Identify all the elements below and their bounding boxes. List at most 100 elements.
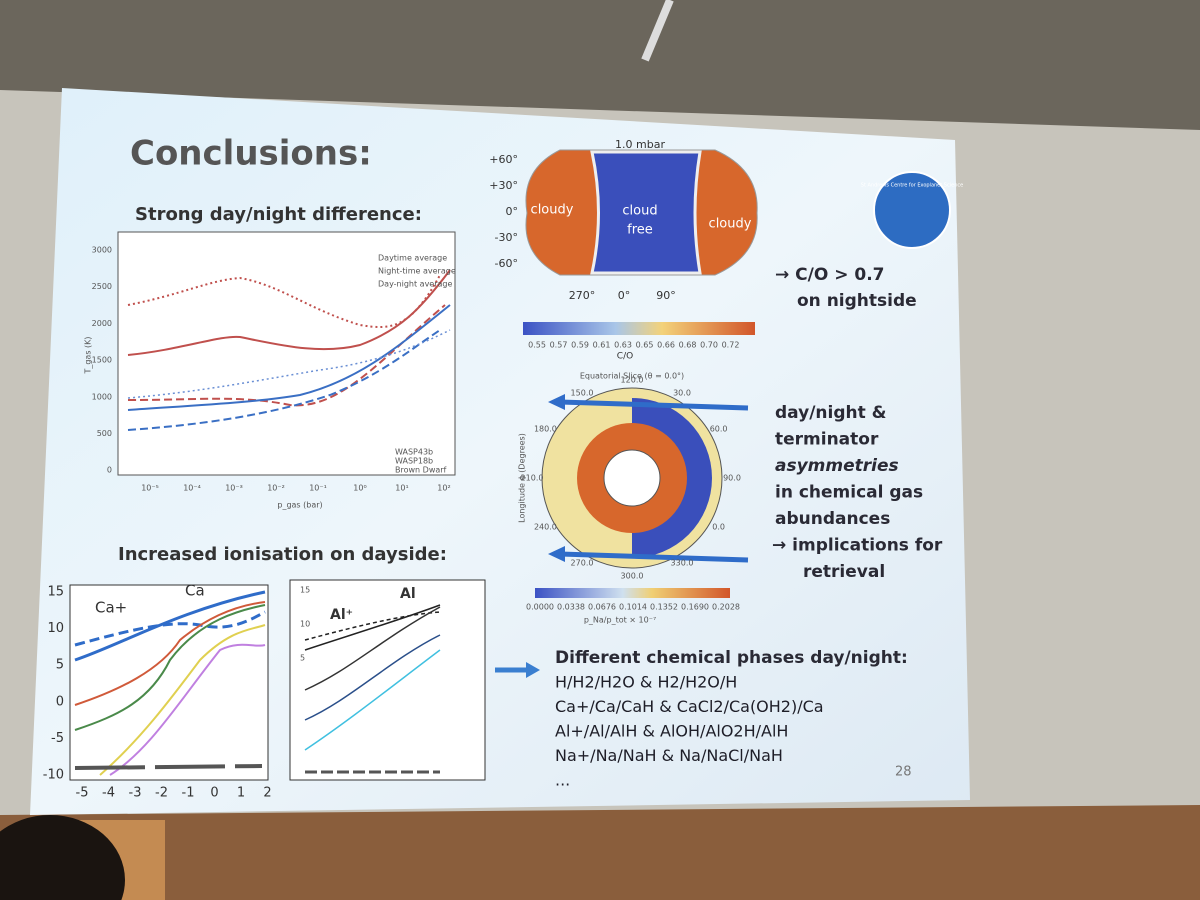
angle-label: 150.0 — [571, 389, 594, 398]
colorbar-tick: 0.65 — [636, 341, 654, 350]
colorbar-tick: 0.1352 — [650, 603, 678, 612]
curve — [304, 604, 441, 651]
y-tick-label: 10 — [300, 620, 310, 629]
angle-label: 330.0 — [671, 558, 694, 567]
x-tick-label: -1 — [182, 786, 195, 801]
note: on nightside — [797, 291, 917, 311]
lon-label: 0° — [618, 289, 631, 302]
y-tick-label: 2000 — [92, 319, 112, 328]
angle-label: 90.0 — [723, 474, 741, 483]
colorbar-tick: 0.63 — [614, 341, 632, 350]
plot-frame — [69, 584, 269, 781]
legend-entry: WASP18b — [395, 457, 433, 466]
wall-panel — [0, 805, 1200, 900]
lat-label: 0° — [506, 205, 519, 218]
legend-entry: Night-time average — [378, 267, 456, 276]
legend-entry: Day-night average — [378, 280, 452, 289]
phases-heading: Different chemical phases day/night: — [555, 648, 908, 668]
arrow-head — [526, 662, 540, 678]
angle-label: 60.0 — [710, 425, 728, 434]
colorbar-label: C/O — [617, 352, 633, 362]
angle-label: 240.0 — [534, 523, 557, 532]
arrow-head — [548, 546, 565, 562]
curve — [304, 649, 441, 751]
x-tick-label: 10⁻¹ — [309, 484, 327, 493]
legend-entry: Daytime average — [378, 254, 447, 263]
legend-entry: Brown Dwarf — [395, 466, 447, 475]
curve — [127, 329, 441, 431]
phase-line: ... — [555, 771, 570, 790]
slice-labels: Equatorial Slice (θ = 0.0°) 30.0 60.0 90.0 0… — [518, 372, 741, 625]
lat-label: -60° — [495, 257, 518, 270]
plot-frame — [289, 579, 486, 781]
x-axis-label: p_gas (bar) — [277, 501, 322, 510]
y-tick-label: -10 — [43, 768, 64, 783]
y-tick-label: 5 — [56, 658, 64, 673]
note: retrieval — [803, 562, 885, 582]
curve-label: Al⁺ — [330, 607, 353, 623]
lat-label: +30° — [489, 179, 518, 192]
x-tick-label: -4 — [102, 786, 115, 801]
note: day/night & — [775, 403, 887, 423]
y-tick-label: -5 — [51, 731, 64, 746]
x-tick-label: 10⁻⁴ — [183, 484, 201, 493]
colorbar-label: p_Na/p_tot × 10⁻⁷ — [584, 616, 656, 625]
curve — [304, 611, 441, 641]
colorbar-tick: 0.0338 — [557, 603, 585, 612]
y-tick-label: 0 — [107, 466, 112, 475]
phase-line: Na+/Na/NaH & Na/NaCl/NaH — [555, 746, 783, 765]
logo — [873, 171, 951, 249]
y-tick-label: 10 — [47, 621, 64, 636]
colorbar-tick: 0.0000 — [526, 603, 554, 612]
curve — [127, 269, 451, 356]
lamp — [641, 0, 674, 62]
lat-label: +60° — [489, 153, 518, 166]
colorbar-tick: 0.61 — [593, 341, 611, 350]
y-tick-label: 0 — [56, 694, 64, 709]
colorbar-tick: 0.68 — [679, 341, 697, 350]
curve — [99, 624, 266, 776]
curve — [127, 274, 441, 328]
slide-title: Conclusions: — [130, 134, 372, 174]
slice-title: Equatorial Slice (θ = 0.0°) — [580, 372, 684, 381]
x-tick-label: 0 — [210, 786, 218, 801]
colorbar — [523, 322, 755, 335]
y-axis-label: Longitude ϕ (Degrees) — [518, 433, 527, 523]
x-tick-label: 2 — [263, 786, 271, 801]
x-tick-label: 10⁻⁵ — [141, 484, 159, 493]
logo-text: St Andrews Centre for Exoplanet Science — [861, 183, 963, 189]
angle-label: 300.0 — [621, 572, 644, 581]
region-label: free — [627, 223, 653, 238]
colorbar-tick: 0.66 — [657, 341, 675, 350]
x-tick-label: -2 — [155, 786, 168, 801]
curve-label: Ca+ — [95, 599, 127, 617]
y-tick-label: 1500 — [92, 356, 112, 365]
y-tick-label: 500 — [97, 429, 112, 438]
curve — [109, 643, 266, 776]
y-axis-label: T_gas (K) — [84, 336, 93, 374]
page-number: 28 — [895, 765, 912, 780]
map-title: 1.0 mbar — [615, 138, 665, 151]
lon-label: 270° — [569, 289, 596, 302]
angle-label: 180.0 — [534, 425, 557, 434]
angle-label: 0.0 — [712, 523, 725, 532]
region-label: cloud — [622, 204, 657, 219]
curve — [127, 304, 446, 407]
x-tick-label: 10⁻² — [267, 484, 285, 493]
colorbar-tick: 0.1014 — [619, 603, 647, 612]
y-tick-label: 15 — [300, 586, 310, 595]
curve — [127, 304, 451, 411]
y-tick-label: 5 — [300, 654, 305, 663]
note: abundances — [775, 509, 890, 529]
x-tick-label: 10² — [437, 484, 450, 493]
curve — [74, 601, 266, 706]
curve — [74, 610, 266, 647]
lon-label: 90° — [656, 289, 676, 302]
x-tick-label: -5 — [76, 786, 89, 801]
slice-hole — [603, 449, 661, 507]
note: → implications for — [772, 536, 943, 556]
plot-1-labels: 3000 2500 2000 1500 1000 500 0 10⁻⁵ 10⁻⁴ 10⁻³ 10⁻²… — [84, 246, 456, 510]
x-tick-label: 10¹ — [395, 484, 408, 493]
